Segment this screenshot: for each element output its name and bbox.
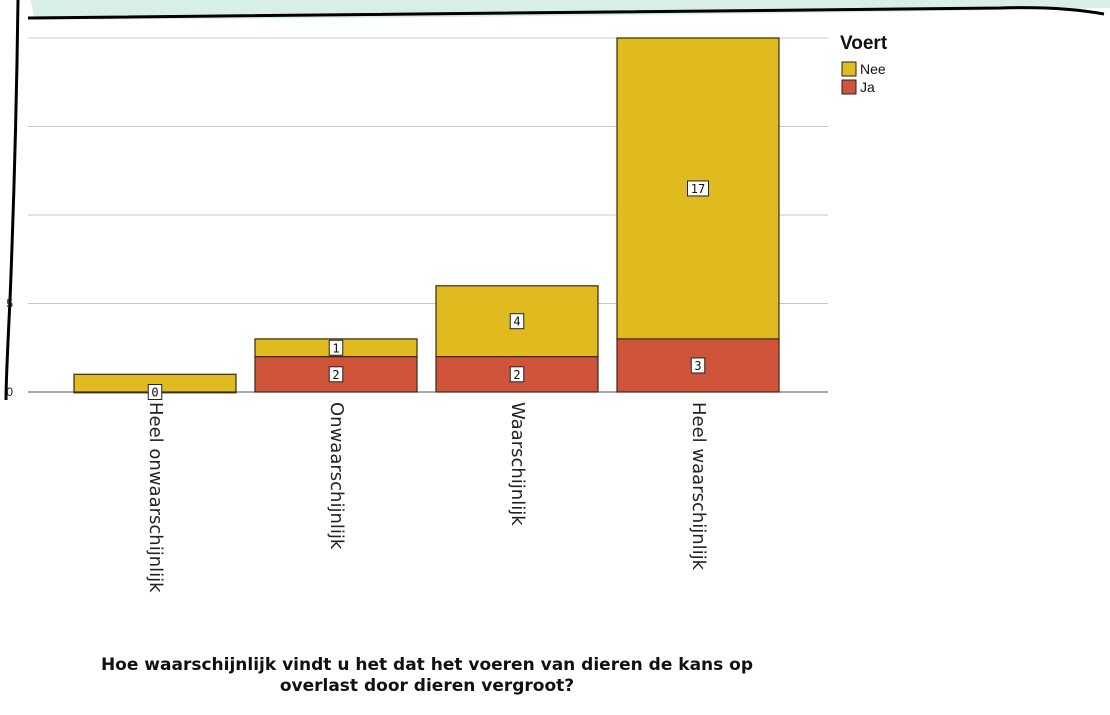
legend-swatch-nee — [841, 61, 857, 77]
y-tick-label: 5 — [6, 297, 13, 311]
frame-left-stroke — [4, 0, 20, 401]
legend-label-ja: Ja — [860, 79, 875, 95]
data-label-ja-box — [509, 366, 525, 383]
data-label-nee-box — [328, 339, 344, 356]
data-label-nee: 1 — [332, 341, 339, 355]
data-label-nee-box — [509, 313, 525, 330]
data-label-ja: 3 — [694, 359, 701, 373]
data-label-ja: 0 — [151, 386, 158, 400]
x-axis-title-line-2: overlast door dieren vergroot? — [280, 676, 574, 696]
data-label-nee: 4 — [513, 315, 520, 329]
x-category-label: Onwaarschijnlijk — [326, 402, 347, 550]
data-label-ja-box — [147, 384, 163, 400]
x-category-label: Heel onwaarschijnlijk — [145, 402, 166, 593]
frame-top-stroke — [27, 6, 1105, 20]
legend-title: Voert — [840, 33, 888, 54]
legend-swatch-ja — [841, 79, 857, 95]
x-category-label: Waarschijnlijk — [507, 402, 528, 526]
y-tick-label: 0 — [6, 385, 13, 399]
data-label-ja-box — [690, 357, 706, 374]
x-axis-title-line-1: Hoe waarschijnlijk vindt u het dat het v… — [101, 655, 753, 675]
data-label-nee: 17 — [691, 182, 705, 196]
data-label-ja: 2 — [332, 368, 339, 382]
legend-label-nee: Nee — [860, 61, 886, 77]
data-label-nee-box — [687, 180, 709, 197]
x-category-label: Heel waarschijnlijk — [688, 402, 709, 571]
data-label-ja: 2 — [513, 368, 520, 382]
data-label-ja-box — [328, 366, 344, 383]
